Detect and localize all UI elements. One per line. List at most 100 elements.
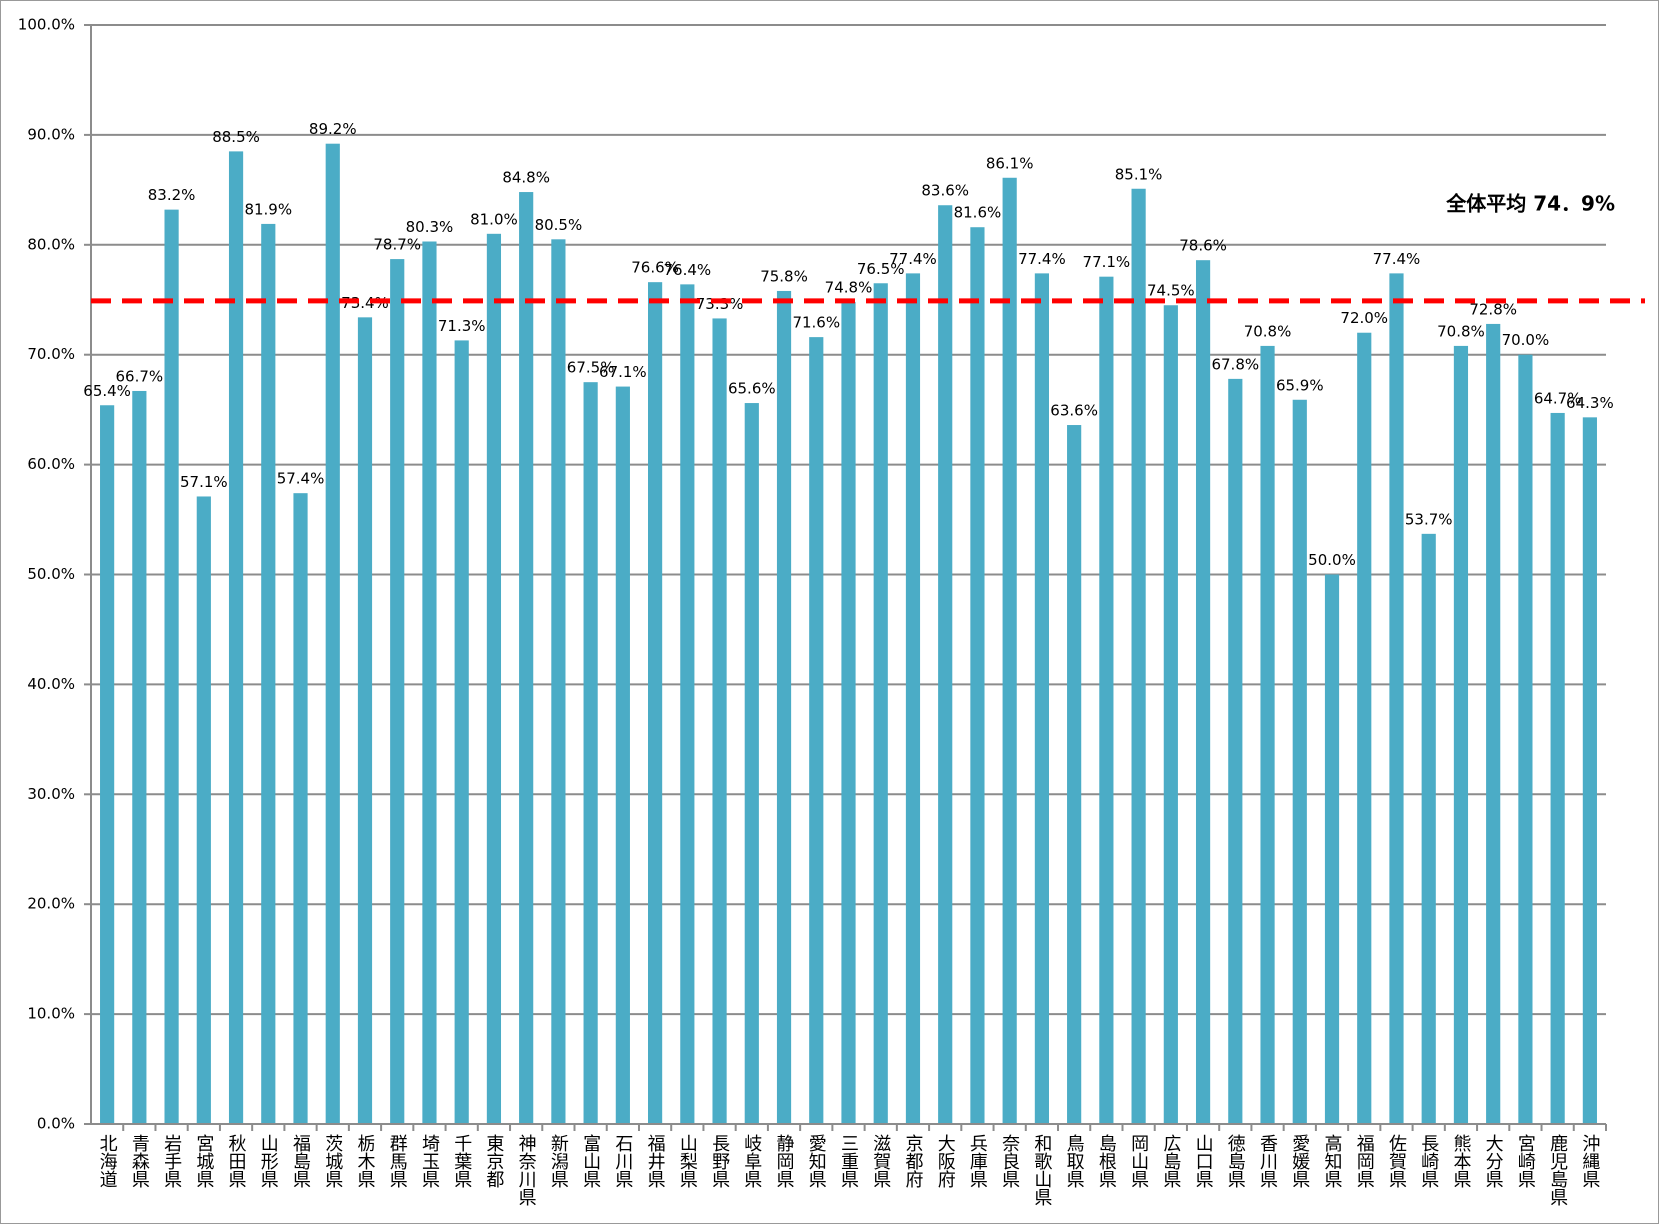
y-tick-label: 50.0% (27, 565, 75, 583)
bar (1228, 378, 1243, 1124)
x-tick-label: 岐阜県 (741, 1134, 762, 1188)
x-tick-label: 山形県 (258, 1134, 279, 1188)
x-tick-label: 愛知県 (806, 1134, 827, 1188)
value-label: 64.3% (1566, 394, 1614, 412)
value-label: 67.8% (1211, 355, 1259, 373)
value-label: 53.7% (1405, 510, 1453, 528)
x-tick-label: 栃木県 (354, 1134, 375, 1188)
x-tick-label: 埼玉県 (419, 1134, 440, 1188)
x-tick-label: 香川県 (1257, 1134, 1278, 1188)
value-label: 72.8% (1469, 300, 1517, 318)
value-label: 73.3% (696, 295, 744, 313)
bar (1453, 345, 1469, 1125)
x-tick-label: 東京都 (483, 1134, 504, 1188)
x-tick-label: 鹿児島県 (1547, 1134, 1568, 1206)
x-tick-label: 鳥取県 (1064, 1134, 1085, 1188)
value-label: 80.5% (535, 216, 583, 234)
value-label: 75.8% (760, 267, 808, 285)
bar (422, 241, 437, 1125)
x-tick-label: 広島県 (1160, 1134, 1181, 1188)
bar (1292, 399, 1307, 1124)
x-tick-label: 神奈川県 (516, 1134, 537, 1206)
y-tick-label: 80.0% (27, 235, 75, 253)
bar (648, 282, 663, 1124)
value-label: 85.1% (1115, 165, 1163, 183)
x-tick-label: 熊本県 (1450, 1134, 1471, 1188)
value-label: 80.3% (406, 218, 454, 236)
x-tick-label: 大分県 (1483, 1134, 1504, 1188)
bar (1131, 188, 1146, 1125)
x-tick-label: 和歌山県 (1031, 1134, 1052, 1206)
x-tick-label: 宮城県 (193, 1134, 214, 1188)
bar (293, 493, 308, 1124)
value-label: 81.6% (954, 204, 1002, 222)
value-label: 50.0% (1308, 551, 1356, 569)
bar (261, 223, 276, 1124)
value-label: 65.6% (728, 380, 776, 398)
x-tick-label: 大阪府 (935, 1134, 956, 1189)
average-label: 全体平均 74．9% (1445, 192, 1615, 216)
x-tick-label: 徳島県 (1225, 1134, 1246, 1188)
y-tick-label: 10.0% (27, 1005, 75, 1023)
value-label: 83.6% (921, 182, 969, 200)
bar (1067, 425, 1082, 1124)
bar (551, 239, 566, 1124)
bar (519, 192, 534, 1125)
value-label: 76.5% (857, 260, 905, 278)
bar (1389, 273, 1404, 1124)
x-tick-label: 愛媛県 (1289, 1134, 1310, 1188)
value-label: 84.8% (502, 169, 550, 187)
x-tick-label: 岩手県 (161, 1134, 182, 1188)
x-tick-label: 宮崎県 (1515, 1134, 1536, 1188)
y-tick-label: 90.0% (27, 125, 75, 143)
bar (1002, 177, 1017, 1125)
bar (1550, 412, 1565, 1124)
value-label: 81.9% (244, 200, 292, 218)
bar (164, 209, 179, 1124)
x-tick-label: 福岡県 (1354, 1134, 1375, 1188)
value-label: 70.8% (1244, 322, 1292, 340)
bar (776, 290, 792, 1124)
x-tick-label: 長崎県 (1418, 1134, 1439, 1188)
x-tick-label: 岡山県 (1128, 1134, 1149, 1188)
value-label: 70.0% (1502, 331, 1550, 349)
x-tick-label: 滋賀県 (870, 1134, 891, 1188)
value-label: 67.1% (599, 363, 647, 381)
value-label: 65.4% (83, 382, 131, 400)
value-label: 64.7% (1534, 389, 1582, 407)
value-label: 67.5% (567, 359, 615, 377)
bar (325, 143, 340, 1124)
bar (1357, 332, 1372, 1125)
bar (1099, 276, 1114, 1124)
value-label: 74.5% (1147, 282, 1195, 300)
bar (841, 301, 856, 1124)
bar (357, 317, 373, 1125)
x-tick-label: 山梨県 (677, 1134, 698, 1188)
x-tick-label: 京都府 (902, 1134, 923, 1189)
bar (132, 390, 147, 1124)
value-label: 71.3% (438, 317, 486, 335)
value-label: 89.2% (309, 120, 357, 138)
value-label: 72.0% (1340, 309, 1388, 327)
value-label: 77.1% (1083, 253, 1131, 271)
bar (454, 340, 469, 1125)
x-tick-label: 福島県 (290, 1134, 311, 1188)
bar (486, 233, 502, 1124)
bar (1518, 354, 1533, 1124)
x-tick-label: 佐賀県 (1386, 1134, 1407, 1188)
x-tick-label: 茨城県 (322, 1134, 343, 1188)
bar (1421, 533, 1436, 1124)
bar (100, 405, 115, 1124)
value-label: 57.1% (180, 473, 228, 491)
value-label: 83.2% (148, 186, 196, 204)
bar (873, 283, 888, 1124)
value-label: 88.5% (212, 128, 260, 146)
x-tick-label: 富山県 (580, 1134, 601, 1188)
y-tick-label: 40.0% (27, 675, 75, 693)
value-label: 57.4% (277, 470, 325, 488)
bar (680, 284, 695, 1124)
value-label: 63.6% (1050, 402, 1098, 420)
value-label: 70.8% (1437, 322, 1485, 340)
